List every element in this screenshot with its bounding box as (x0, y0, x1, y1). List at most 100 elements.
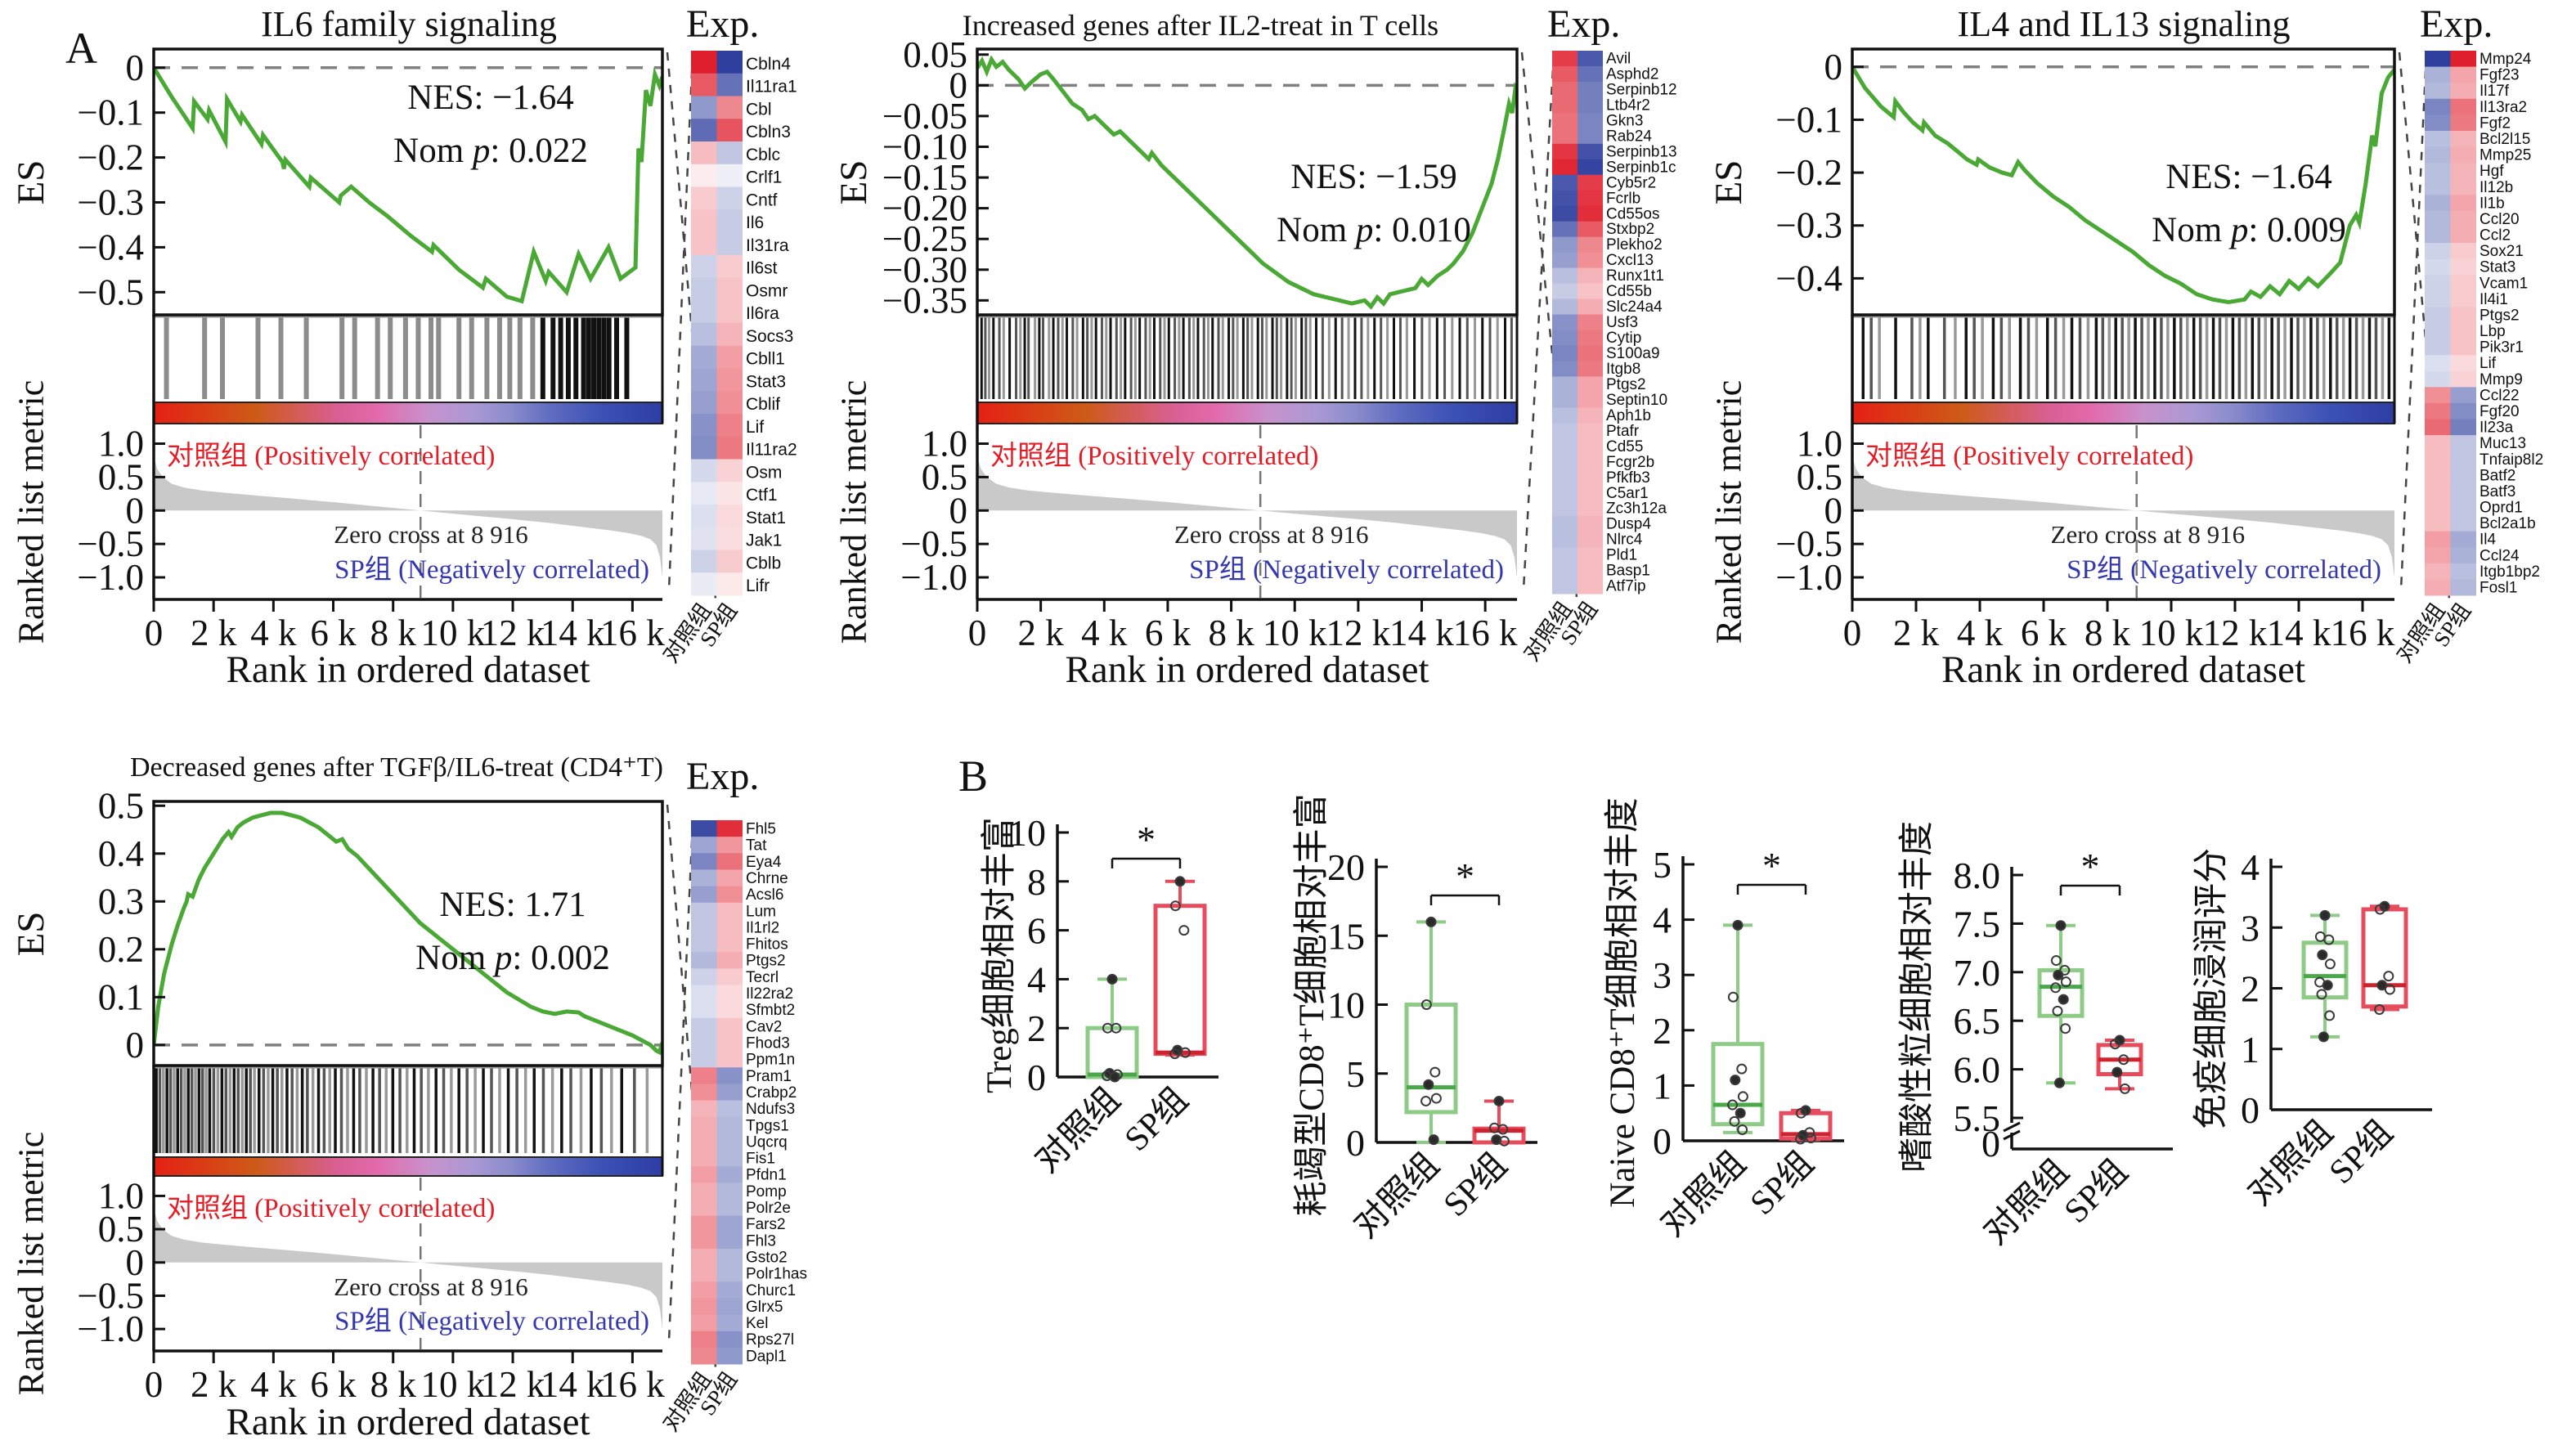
heatmap-cell (2450, 563, 2476, 580)
gene-label: Septin10 (1606, 392, 1667, 409)
y-tick-label: 8.0 (1954, 855, 2001, 896)
heatmap-cell (716, 837, 743, 854)
heatmap-cell (1552, 469, 1577, 486)
metric-tick-label: 0 (126, 490, 145, 531)
heatmap-cell (691, 1331, 717, 1349)
heatmap-cell (2450, 435, 2476, 452)
gene-label: Eya4 (746, 854, 782, 871)
heatmap-cell (2450, 451, 2476, 468)
gene-label: Serpinb13 (1606, 143, 1677, 160)
nes-value: NES: −1.59 (1290, 158, 1457, 196)
es-tick-label: −0.25 (882, 218, 967, 259)
heatmap-cell (691, 985, 717, 1003)
gene-label: Batf2 (2480, 467, 2515, 484)
gene-label: Pfkfb3 (1606, 469, 1650, 487)
data-point (1795, 1107, 1806, 1119)
box-red (2361, 907, 2408, 1009)
y-tick-label: 15 (1327, 915, 1365, 957)
heatmap-cell (691, 164, 717, 187)
heatmap-cell (1577, 438, 1603, 455)
heatmap-cell (691, 186, 717, 210)
heatmap-cell (691, 391, 717, 415)
heatmap-cell (691, 277, 717, 301)
gene-label: Churc1 (746, 1282, 796, 1299)
y-tick-label: 4 (1027, 958, 1046, 1000)
es-tick-label: 0.4 (98, 833, 144, 874)
heatmap-cell (716, 985, 743, 1003)
gene-label: Nlrc4 (1606, 532, 1643, 549)
es-tick-label: −0.1 (1775, 99, 1842, 140)
heatmap-cell (716, 572, 743, 596)
gene-label: Cbln4 (746, 55, 791, 74)
rank-gradient-bar (153, 1156, 663, 1177)
gene-label: Ccl20 (2480, 211, 2520, 228)
heatmap-cell (2425, 370, 2451, 388)
heatmap-cell (716, 73, 743, 96)
enrichment-score-curve (1852, 65, 2394, 305)
gene-label: Oprd1 (2480, 500, 2523, 517)
es-tick-label: 0 (126, 47, 145, 88)
data-point (1428, 1134, 1439, 1146)
heatmap-cell (1577, 563, 1603, 579)
gene-label: Asphd2 (1606, 66, 1658, 83)
heatmap-cell (2450, 323, 2476, 340)
gene-label: Cd55os (1606, 205, 1660, 222)
y-tick-label: 10 (1327, 985, 1365, 1026)
heatmap-cell (2425, 515, 2451, 532)
nes-annotation: NES: 1.71 Nom p: 0.002 (415, 879, 610, 985)
data-point (2060, 976, 2071, 988)
heatmap-cell (1552, 221, 1577, 238)
y-tick-label: 6 (1027, 910, 1046, 952)
heatmap-cell (2450, 531, 2476, 548)
metric-tick-label: −0.5 (77, 1275, 144, 1316)
data-point (2053, 969, 2064, 981)
heatmap-cell (2450, 482, 2476, 500)
negatively-correlated-label: SP组 (Negatively correlated) (334, 1307, 649, 1336)
gene-label: Muc13 (2480, 435, 2526, 452)
gene-label: Fcgr2b (1606, 454, 1654, 471)
gene-label: Cbln3 (746, 123, 791, 141)
x-tick-label: 4 k (1081, 613, 1128, 653)
gene-label: Jak1 (746, 532, 782, 550)
x-tick-label: 2 k (191, 1364, 237, 1405)
es-tick-label: −0.2 (1775, 152, 1842, 193)
metric-tick-label: −1.0 (77, 1308, 144, 1349)
heatmap-cell (1577, 205, 1603, 222)
gene-label: Mmp25 (2480, 147, 2531, 164)
y-tick-label: 0 (1653, 1120, 1672, 1162)
zoom-connector-line (667, 823, 694, 1342)
heatmap-cell (1577, 532, 1603, 548)
data-point (2053, 1077, 2065, 1088)
gene-label: Serpinb1c (1606, 159, 1676, 176)
heatmap-cell (691, 119, 717, 142)
x-tick-label: 0 (968, 613, 987, 653)
x-tick-label: 12 k (2203, 613, 2268, 653)
metric-tick-label: 0.5 (1797, 456, 1842, 497)
data-point (2109, 1039, 2120, 1050)
heatmap-cell (2425, 146, 2451, 164)
gene-label: Fosl1 (2480, 579, 2517, 596)
heatmap-cell (716, 414, 743, 438)
heatmap-cell (2450, 227, 2476, 244)
y-tick-label: 2 (2241, 968, 2260, 1010)
heatmap-cell (2425, 227, 2451, 244)
data-point (1732, 919, 1744, 931)
heatmap-cell (2450, 114, 2476, 132)
heatmap-cell (1577, 65, 1603, 83)
heatmap-cell (716, 550, 743, 573)
x-tick-label: 16 k (2331, 613, 2395, 653)
heatmap-cell (691, 209, 717, 233)
metric-tick-label: 0.5 (922, 456, 967, 497)
metric-tick-label: −0.5 (900, 523, 967, 564)
heatmap-cell (716, 527, 743, 550)
heatmap-cell (716, 277, 743, 301)
data-point (1729, 1115, 1740, 1127)
gene-label: Ptafr (1606, 423, 1640, 440)
negatively-correlated-label: SP组 (Negatively correlated) (2067, 555, 2381, 585)
heatmap-cell (716, 1347, 743, 1365)
boxplot-y-label-exhausted-cd8: 耗竭型CD8⁺T细胞相对丰富 (1293, 792, 1331, 1217)
data-point (2323, 934, 2335, 945)
heatmap-cell (691, 368, 717, 392)
heatmap-cell (691, 1084, 717, 1102)
